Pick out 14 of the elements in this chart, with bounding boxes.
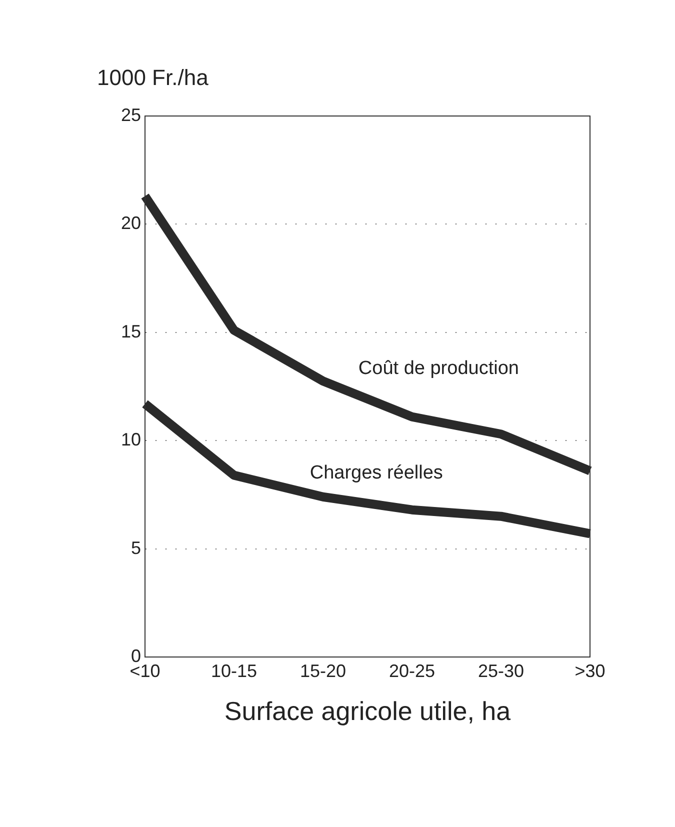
y-tick-label: 25 bbox=[120, 104, 141, 125]
y-tick-label: 10 bbox=[120, 430, 141, 450]
x-tick-label: 25-30 bbox=[478, 660, 524, 681]
x-axis-title: Surface agricole utile, ha bbox=[224, 696, 512, 726]
y-tick-label: 5 bbox=[130, 538, 141, 558]
series-label: Coût de production bbox=[358, 358, 519, 379]
x-tick-label: >30 bbox=[574, 660, 606, 681]
y-tick-label: 15 bbox=[120, 321, 141, 342]
x-tick-label: 10-15 bbox=[210, 660, 258, 681]
y-tick-label: 20 bbox=[120, 213, 141, 234]
y-axis-title: 1000 Fr./ha bbox=[97, 65, 210, 90]
series-label: Charges réelles bbox=[310, 462, 443, 484]
x-tick-label: 20-25 bbox=[388, 660, 436, 681]
x-tick-label: 15-20 bbox=[300, 660, 346, 681]
